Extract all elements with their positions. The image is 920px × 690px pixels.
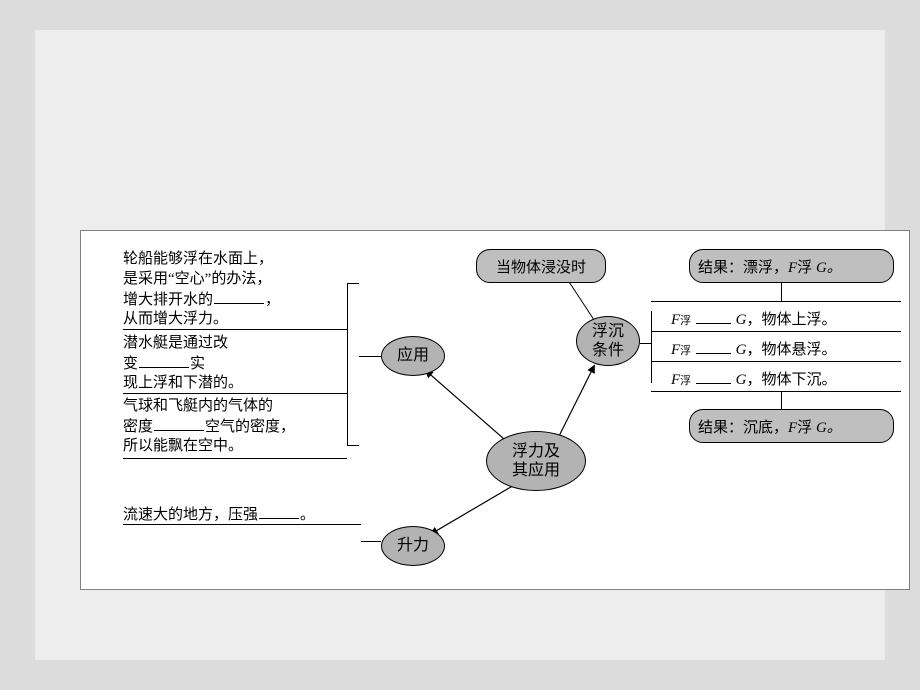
left-div-2: [123, 393, 347, 394]
node-cond: 浮沉条件: [576, 316, 640, 366]
conn-float: [781, 283, 782, 301]
left-div-1: [123, 329, 347, 330]
center-label: 浮力及其应用: [512, 442, 560, 480]
left-block-0-line-1: 是采用“空心”的办法，: [123, 269, 271, 289]
left-div-3: [123, 458, 347, 459]
node-app-label: 应用: [397, 346, 429, 365]
left-block-2-line-2: 所以能飘在空中。: [123, 436, 243, 456]
left-block-1-line-0: 潜水艇是通过改: [123, 333, 228, 353]
node-cond-label: 浮沉条件: [592, 322, 624, 360]
left-block-0-line-2: 增大排开水的，: [123, 289, 280, 310]
node-lift-label: 升力: [397, 536, 429, 555]
lift-connector: [361, 541, 381, 542]
left-block-1-line-2: 现上浮和下潜的。: [123, 373, 243, 393]
rrect-result-sink: 结果：沉底，F浮 G。: [689, 409, 894, 443]
rrect-result-float: 结果：漂浮，F浮 G。: [689, 249, 894, 283]
node-app: 应用: [381, 336, 445, 376]
left-bracket-v: [347, 283, 348, 445]
rrect-sink-content: 结果：沉底，F浮 G。: [698, 416, 842, 437]
right-div-3: [651, 391, 901, 392]
node-lift: 升力: [381, 526, 445, 566]
left-block-0-line-3: 从而增大浮力。: [123, 309, 228, 329]
right-div-1: [651, 331, 901, 332]
left-block-2-line-0: 气球和飞艇内的气体的: [123, 396, 273, 416]
rrect-float-content: 结果：漂浮，F浮 G。: [698, 256, 842, 277]
center-node: 浮力及其应用: [486, 431, 586, 491]
lift-text: 流速大的地方，压强。: [123, 504, 315, 525]
right-div-2: [651, 361, 901, 362]
right-line-0: F浮 G，物体上浮。: [671, 309, 837, 330]
left-block-2-line-1: 密度空气的密度，: [123, 416, 295, 437]
left-bracket-top: [347, 283, 359, 284]
rrect-immerse-text: 当物体浸没时: [496, 256, 586, 277]
right-line-1: F浮 G，物体悬浮。: [671, 339, 837, 360]
slide: 浮力及其应用 应用 升力 浮沉条件 当物体浸没时 结果：漂浮，F浮 G。 结果：…: [35, 30, 885, 660]
left-bracket-mid: [359, 356, 381, 357]
right-div-0: [651, 301, 901, 302]
left-bracket-bot: [347, 445, 359, 446]
rrect-immerse: 当物体浸没时: [476, 249, 606, 283]
diagram-canvas: 浮力及其应用 应用 升力 浮沉条件 当物体浸没时 结果：漂浮，F浮 G。 结果：…: [80, 230, 910, 590]
right-bracket-v: [651, 311, 652, 383]
right-bracket-mid: [640, 343, 651, 344]
conn-sink: [781, 391, 782, 409]
left-block-1-line-1: 变实: [123, 353, 205, 374]
right-line-2: F浮 G，物体下沉。: [671, 369, 837, 390]
lift-underline: [123, 524, 361, 525]
left-block-0-line-0: 轮船能够浮在水面上，: [123, 249, 273, 269]
